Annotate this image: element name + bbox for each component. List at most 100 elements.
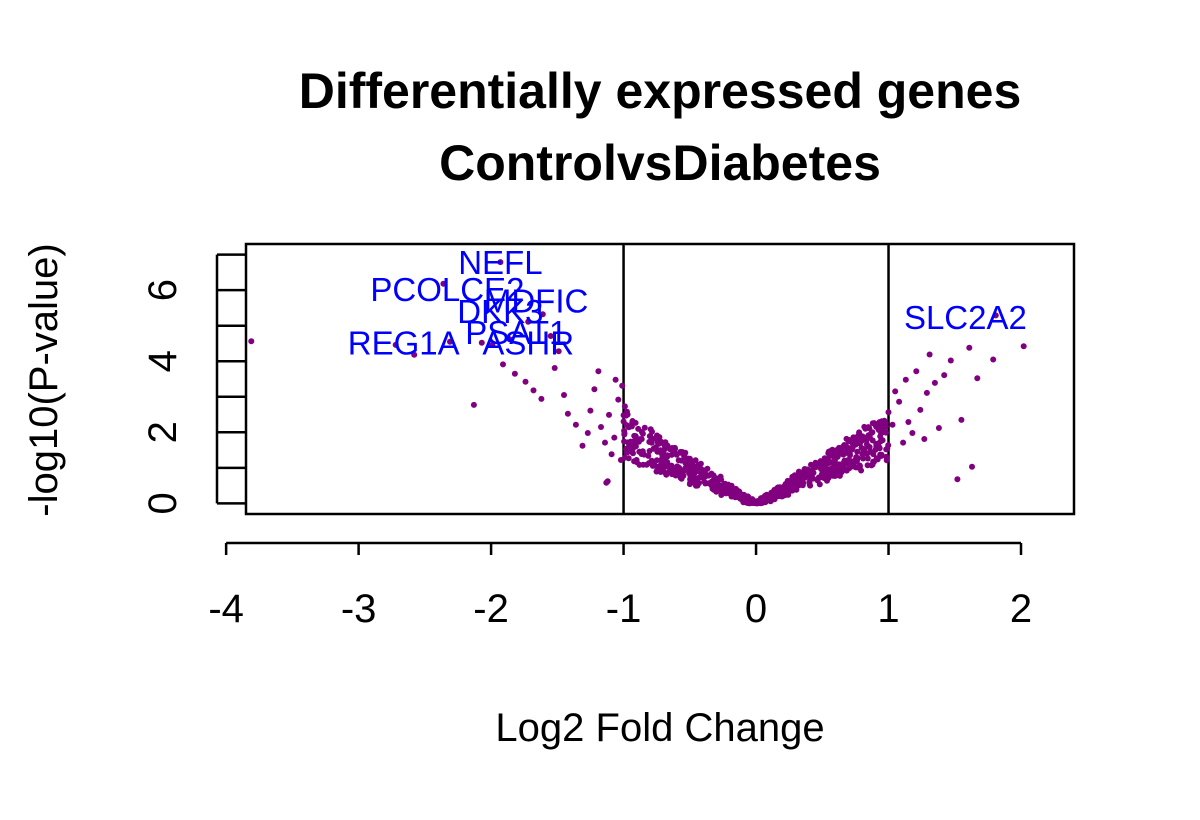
gene-label: MDFIC [484,283,588,320]
data-point [678,473,685,480]
data-point [677,449,684,456]
data-point [889,421,896,428]
data-point [608,451,615,458]
data-point [853,458,860,465]
data-point [795,468,802,475]
data-point [834,453,841,460]
data-point [882,419,889,426]
data-point [621,430,628,437]
data-point [902,376,909,383]
data-point [657,447,664,454]
data-point [860,455,867,462]
data-point [842,442,849,449]
data-point [784,477,791,484]
data-point [657,469,664,475]
data-point [872,446,879,453]
data-point [753,499,760,505]
data-point [954,476,961,483]
data-point [900,439,907,446]
data-point [808,468,815,475]
data-point [606,411,612,418]
data-point [636,448,643,455]
data-point [913,368,920,375]
data-point [1020,343,1027,350]
data-point [621,403,628,410]
data-point [885,409,892,416]
data-point [584,430,591,436]
data-point [615,396,622,403]
data-point [877,433,884,440]
gene-label: DKK3 [457,293,543,330]
data-point [785,484,792,491]
data-point [598,424,604,430]
data-point [883,457,890,464]
data-point [758,495,765,502]
data-point [511,370,518,377]
data-point [800,471,807,478]
data-point [622,454,628,461]
data-point [947,357,954,364]
data-point [619,382,626,389]
data-point [921,436,928,442]
data-point [935,425,942,431]
data-point [652,462,659,469]
data-point [820,466,827,473]
data-point [762,495,769,502]
data-point [611,434,618,441]
data-point [876,419,883,426]
data-point [827,468,834,475]
data-point [854,448,861,455]
data-point [826,458,833,465]
data-point [990,356,997,363]
x-tick-label: 1 [877,587,899,631]
data-point [572,421,579,428]
data-point [629,418,636,424]
data-point [680,467,687,474]
y-axis-title: -log10(P-value) [22,243,66,516]
data-point [702,470,708,477]
data-point [866,444,873,450]
data-point [941,372,948,379]
data-point [620,418,627,425]
data-point [447,338,453,345]
data-point [648,436,655,443]
y-tick-label: 6 [141,279,185,301]
data-point [639,430,646,437]
data-point [634,437,641,444]
data-point [440,280,447,287]
data-point [789,485,796,492]
data-point [917,406,924,413]
data-point [831,460,837,467]
gene-label: REG1A [348,324,460,361]
x-tick-label: -3 [341,587,377,631]
data-point [799,476,806,483]
data-point [905,419,912,425]
data-point [857,440,863,447]
data-point [826,452,833,459]
data-point [863,437,870,444]
y-tick-label: 4 [141,350,185,372]
data-point [604,478,611,485]
data-point [675,457,682,464]
data-point [779,486,786,493]
data-point [688,464,695,471]
data-point [741,491,747,498]
data-point [561,392,567,398]
data-point [411,351,418,358]
data-point [669,471,675,478]
data-point [864,455,871,462]
data-point [926,351,933,358]
data-point [807,482,814,489]
data-point [702,480,709,487]
data-point [896,398,903,405]
data-point [992,312,999,319]
data-point [856,463,863,470]
gene-label: PSAT1 [465,314,567,351]
data-point [641,424,648,431]
y-tick-label: 0 [141,492,185,514]
data-point [867,448,874,455]
x-tick-label: -4 [208,587,244,631]
data-point [883,429,889,436]
data-point [654,439,661,446]
